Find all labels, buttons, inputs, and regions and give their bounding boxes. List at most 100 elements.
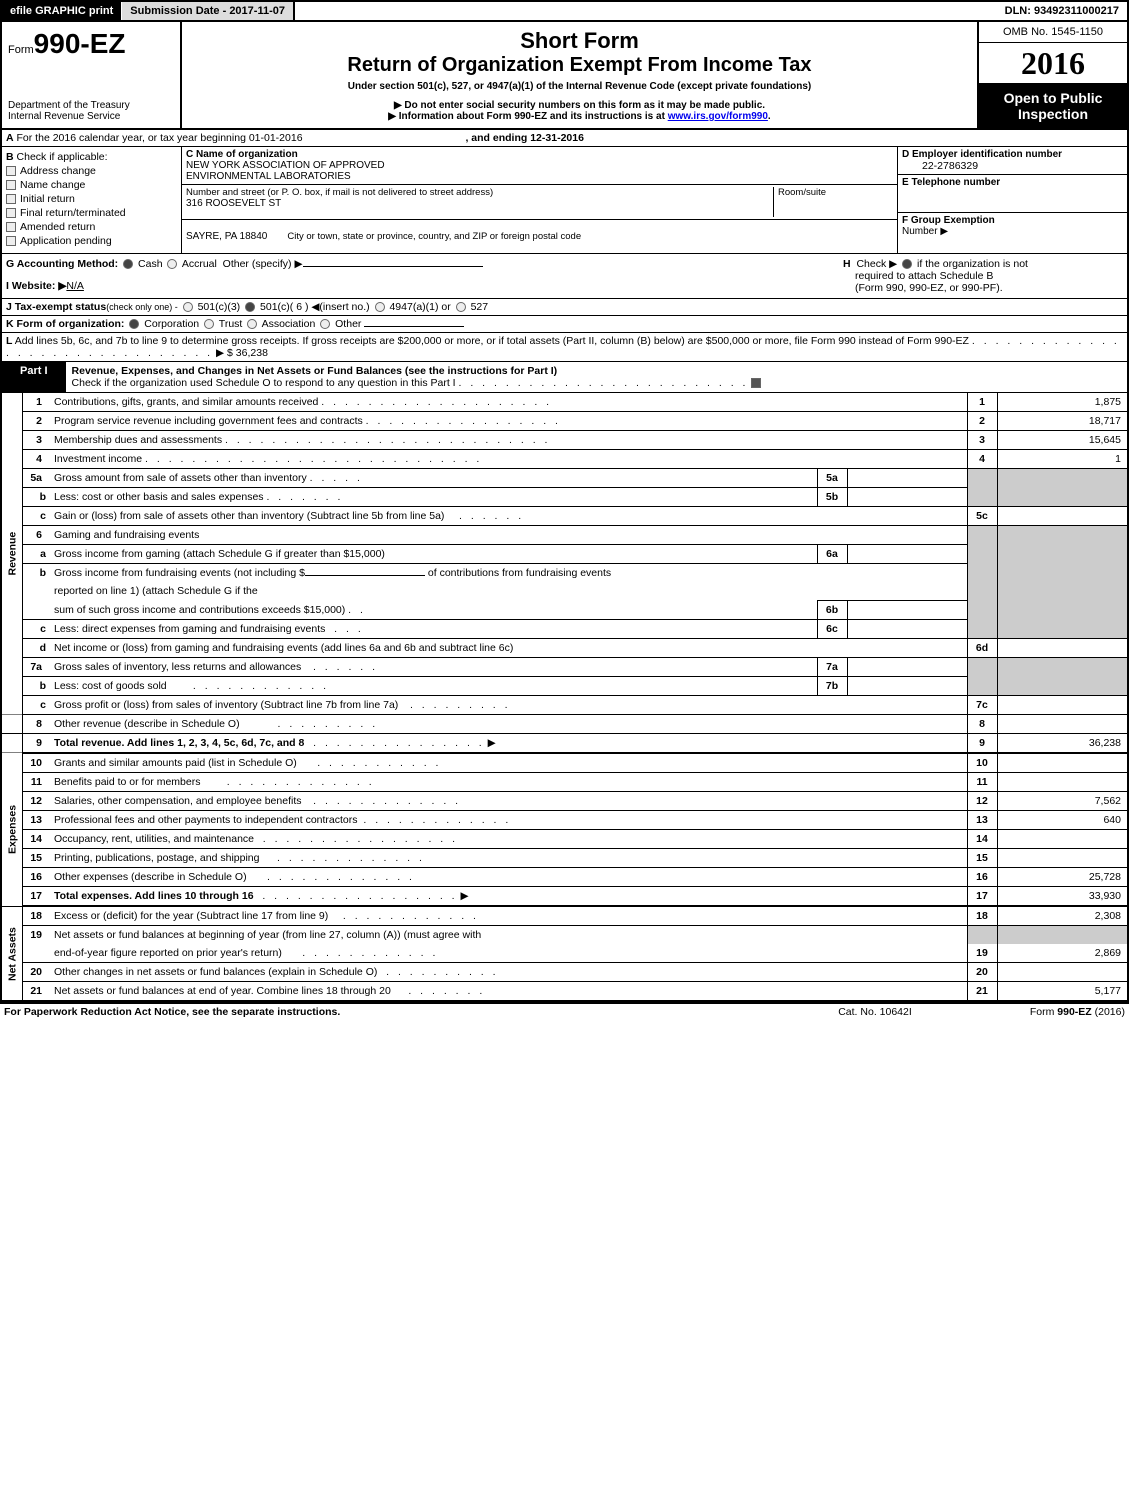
row-line6b-1: b Gross income from fundraising events (… — [2, 564, 1127, 583]
other-specify-input[interactable] — [303, 266, 483, 267]
l-text: Add lines 5b, 6c, and 7b to line 9 to de… — [15, 335, 969, 347]
h-text4: (Form 990, 990-EZ, or 990-PF). — [843, 282, 1003, 294]
line13-ln: 13 — [967, 811, 997, 830]
label-room: Room/suite — [778, 187, 893, 198]
org-address: 316 ROOSEVELT ST — [186, 198, 773, 209]
part1-title-block: Revenue, Expenses, and Changes in Net As… — [66, 362, 1127, 392]
line19-text2: end-of-year figure reported on prior yea… — [50, 944, 967, 963]
chk-final-return[interactable]: Final return/terminated — [6, 207, 177, 219]
line5c-ln: 5c — [967, 507, 997, 526]
radio-association[interactable] — [247, 319, 257, 329]
form-number: Form990-EZ — [8, 28, 174, 60]
line18-num: 18 — [22, 906, 50, 926]
h-text1: Check ▶ — [856, 258, 897, 270]
line6-text: Gaming and fundraising events — [50, 526, 967, 545]
top-bar: efile GRAPHIC print Submission Date - 20… — [2, 2, 1127, 22]
radio-corporation[interactable] — [129, 319, 139, 329]
radio-trust[interactable] — [204, 319, 214, 329]
line15-amt — [997, 849, 1127, 868]
label-corporation: Corporation — [144, 318, 199, 330]
line6b-mid-ln: 6b — [817, 601, 847, 620]
efile-print-button[interactable]: efile GRAPHIC print — [2, 2, 122, 20]
line16-amt: 25,728 — [997, 868, 1127, 887]
line10-amt — [997, 753, 1127, 773]
line10-ln: 10 — [967, 753, 997, 773]
line4-num: 4 — [22, 450, 50, 469]
line5b-mid-amt — [847, 488, 967, 507]
label-b-heading: Check if applicable: — [17, 151, 108, 163]
line19-amt: 2,869 — [997, 944, 1127, 963]
line6b-num-blank2 — [22, 601, 50, 620]
row-line6b-3: sum of such gross income and contributio… — [2, 601, 1127, 620]
side-label-expenses: Expenses — [2, 753, 22, 906]
line21-ln: 21 — [967, 982, 997, 1002]
line6a-mid-amt — [847, 545, 967, 564]
open-line2: Inspection — [983, 106, 1123, 122]
line8-num: 8 — [22, 715, 50, 734]
website-value: N/A — [66, 280, 84, 292]
row-line6d: d Net income or (loss) from gaming and f… — [2, 639, 1127, 658]
org-name-line1: NEW YORK ASSOCIATION OF APPROVED — [186, 160, 893, 171]
radio-501c[interactable] — [245, 302, 255, 312]
label-a: A — [6, 132, 14, 144]
form-990ez-page: efile GRAPHIC print Submission Date - 20… — [0, 0, 1129, 1004]
label-501c: 501(c)( 6 ) ◀(insert no.) — [260, 301, 370, 313]
radio-4947[interactable] — [375, 302, 385, 312]
label-g: G Accounting Method: — [6, 258, 118, 270]
row-line17: 17 Total expenses. Add lines 10 through … — [2, 887, 1127, 907]
chk-amended-return[interactable]: Amended return — [6, 221, 177, 233]
line14-num: 14 — [22, 830, 50, 849]
line5a-mid-amt — [847, 469, 967, 488]
line12-amt: 7,562 — [997, 792, 1127, 811]
line1-ln: 1 — [967, 393, 997, 412]
radio-cash[interactable] — [123, 259, 133, 269]
side-label-revenue: Revenue — [2, 393, 22, 715]
line6b-num-blank — [22, 582, 50, 601]
row-line12: 12 Salaries, other compensation, and emp… — [2, 792, 1127, 811]
line15-num: 15 — [22, 849, 50, 868]
line6a-num: a — [22, 545, 50, 564]
other-org-input[interactable] — [364, 326, 464, 327]
chk-application-pending[interactable]: Application pending — [6, 235, 177, 247]
label-j: J Tax-exempt status — [6, 301, 106, 313]
line6c-mid-amt — [847, 620, 967, 639]
subtitle-section: Under section 501(c), 527, or 4947(a)(1)… — [188, 81, 971, 92]
line7a-mid-ln: 7a — [817, 658, 847, 677]
row-line18: Net Assets 18 Excess or (deficit) for th… — [2, 906, 1127, 926]
subtitle-info: ▶ Information about Form 990-EZ and its … — [188, 111, 971, 122]
column-b-checkboxes: B Check if applicable: Address change Na… — [2, 147, 182, 253]
l-amount: $ 36,238 — [227, 347, 268, 359]
l-arrow: ▶ — [216, 347, 224, 359]
label-4947: 4947(a)(1) or — [389, 301, 450, 313]
radio-501c3[interactable] — [183, 302, 193, 312]
line7c-text: Gross profit or (loss) from sales of inv… — [50, 696, 967, 715]
radio-other-org[interactable] — [320, 319, 330, 329]
header-middle: Short Form Return of Organization Exempt… — [182, 22, 977, 128]
label-b: B — [6, 151, 14, 163]
line17-num: 17 — [22, 887, 50, 907]
line7a-text: Gross sales of inventory, less returns a… — [50, 658, 817, 677]
chk-initial-return[interactable]: Initial return — [6, 193, 177, 205]
line20-num: 20 — [22, 963, 50, 982]
label-association: Association — [262, 318, 316, 330]
radio-accrual[interactable] — [167, 259, 177, 269]
irs-link[interactable]: www.irs.gov/form990 — [668, 111, 768, 122]
line20-text: Other changes in net assets or fund bala… — [50, 963, 967, 982]
chk-address-change[interactable]: Address change — [6, 165, 177, 177]
line6b-num: b — [22, 564, 50, 583]
row-line7c: c Gross profit or (loss) from sales of i… — [2, 696, 1127, 715]
footer-form-prefix: Form — [1030, 1006, 1057, 1018]
checkbox-h[interactable] — [902, 259, 912, 269]
radio-527[interactable] — [456, 302, 466, 312]
chk-initial-return-label: Initial return — [20, 193, 75, 205]
h-text2: if the organization is not — [917, 258, 1028, 270]
chk-name-change[interactable]: Name change — [6, 179, 177, 191]
line12-text: Salaries, other compensation, and employ… — [50, 792, 967, 811]
line21-amt: 5,177 — [997, 982, 1127, 1002]
line6b-blank[interactable] — [305, 575, 425, 576]
line6d-num: d — [22, 639, 50, 658]
part1-checkbox[interactable] — [751, 378, 761, 388]
line3-num: 3 — [22, 431, 50, 450]
label-l: L — [6, 335, 12, 347]
line6c-num: c — [22, 620, 50, 639]
